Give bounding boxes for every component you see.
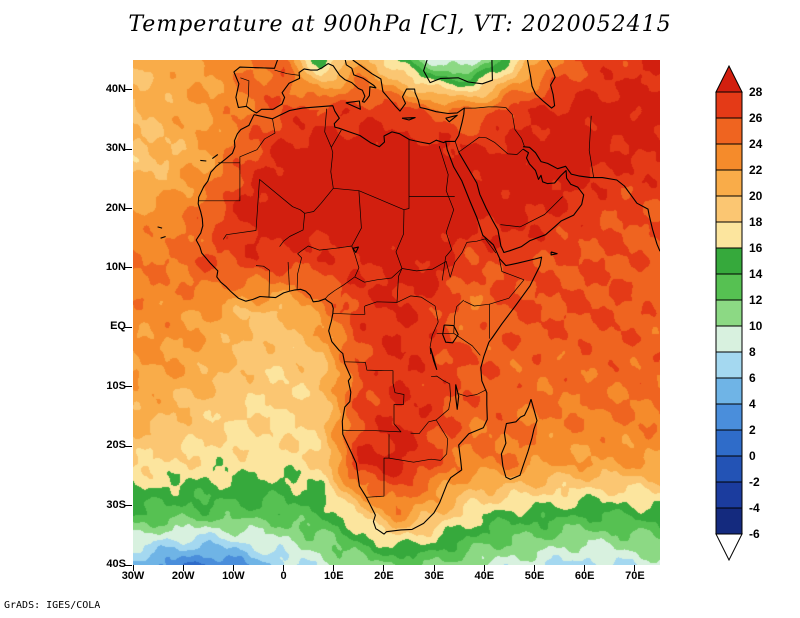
colorbar-label: -4 — [749, 501, 760, 515]
y-tick-label: 10N — [105, 260, 126, 273]
colorbar-segment — [715, 403, 743, 431]
colorbar-segment — [715, 377, 743, 405]
colorbar-label: 14 — [749, 267, 763, 281]
y-tick-mark — [125, 148, 132, 150]
x-tick-label: 40E — [474, 570, 495, 582]
x-tick-mark — [433, 565, 435, 571]
y-tick-label: 10S — [106, 379, 126, 392]
colorbar-segment — [715, 299, 743, 327]
colorbar-label: 16 — [749, 241, 763, 255]
x-tick-mark — [333, 565, 335, 571]
colorbar-label: -2 — [749, 475, 760, 489]
colorbar-label: 4 — [749, 397, 756, 411]
colorbar-label: 10 — [749, 319, 763, 333]
colorbar-segment — [715, 273, 743, 301]
x-tick-label: 50E — [524, 570, 545, 582]
colorbar-label: -6 — [749, 527, 760, 541]
colorbar-label: 20 — [749, 189, 763, 203]
y-tick-mark — [125, 505, 132, 507]
colorbar-segment — [715, 429, 743, 457]
y-tick-label: EQ — [110, 320, 126, 333]
colorbar-label: 6 — [749, 371, 756, 385]
y-tick-mark — [125, 267, 132, 269]
colorbar-label: 8 — [749, 345, 756, 359]
y-tick-label: 40S — [106, 558, 126, 570]
x-tick-label: 0 — [280, 570, 287, 582]
colorbar-segment — [715, 481, 743, 509]
colorbar-label: 2 — [749, 423, 756, 437]
y-tick-label: 20S — [106, 439, 126, 452]
y-tick-mark — [125, 89, 132, 91]
x-tick-label: 30W — [121, 570, 145, 582]
x-tick-mark — [132, 565, 134, 571]
y-tick-label: 30S — [106, 498, 126, 511]
colorbar-segment — [715, 117, 743, 145]
y-tick-label: 40N — [105, 82, 126, 95]
colorbar-label: 26 — [749, 111, 763, 125]
colorbar-segment — [715, 64, 743, 93]
y-tick-mark — [125, 564, 132, 566]
chart-title: Temperature at 900hPa [C], VT: 202005241… — [128, 12, 672, 37]
x-tick-label: 10E — [323, 570, 344, 582]
x-tick-label: 20W — [171, 570, 195, 582]
y-tick-label: 30N — [105, 142, 126, 155]
y-tick-mark — [125, 445, 132, 447]
x-tick-label: 30E — [424, 570, 444, 582]
colorbar-segment — [715, 91, 743, 119]
x-tick-mark — [182, 565, 184, 571]
x-tick-label: 70E — [625, 570, 645, 582]
y-tick-mark — [125, 386, 132, 388]
colorbar-label: 12 — [749, 293, 763, 307]
y-tick-label: 20N — [105, 201, 126, 214]
x-tick-mark — [584, 565, 586, 571]
x-tick-mark — [634, 565, 636, 571]
colorbar-segment — [715, 351, 743, 379]
colorbar-label: 18 — [749, 215, 763, 229]
colorbar-label: 22 — [749, 163, 763, 177]
x-tick-label: 10W — [222, 570, 245, 582]
colorbar-segment — [715, 507, 743, 535]
x-tick-label: 60E — [574, 570, 595, 582]
x-tick-mark — [483, 565, 485, 571]
colorbar-segment — [715, 221, 743, 249]
y-tick-mark — [125, 208, 132, 210]
x-tick-label: 20E — [374, 570, 394, 582]
colorbar-segment — [715, 195, 743, 223]
temperature-field-canvas — [133, 60, 660, 565]
colorbar-segment — [715, 247, 743, 275]
colorbar-label: 24 — [749, 137, 763, 151]
colorbar-segment — [715, 455, 743, 483]
colorbar-segment — [715, 143, 743, 171]
colorbar-segment — [715, 325, 743, 353]
colorbar-label: 0 — [749, 449, 756, 463]
colorbar-label: 28 — [749, 85, 763, 99]
x-tick-mark — [283, 565, 285, 571]
colorbar-segment — [715, 169, 743, 197]
x-tick-mark — [383, 565, 385, 571]
x-tick-mark — [232, 565, 234, 571]
colorbar-segment — [715, 533, 743, 562]
x-tick-mark — [534, 565, 536, 571]
credit-text: GrADS: IGES/COLA — [4, 600, 101, 611]
y-tick-mark — [125, 326, 132, 328]
